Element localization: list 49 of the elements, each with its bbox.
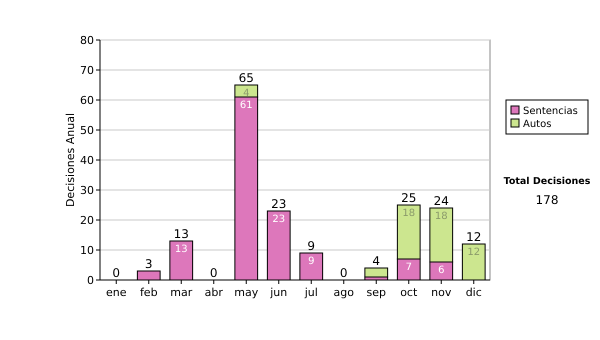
data-label: 4 (243, 88, 250, 99)
x-tick-label: may (234, 286, 259, 299)
bar (364, 268, 388, 278)
y-tick-label: 40 (80, 154, 94, 167)
data-label: 7 (406, 262, 412, 273)
x-tick-label: oct (400, 286, 418, 299)
x-tick-label: mar (170, 286, 193, 299)
y-tick-label: 50 (80, 124, 94, 137)
x-tick-label: jun (269, 286, 288, 299)
x-tick-label: ago (334, 286, 354, 299)
total-label: 13 (174, 227, 189, 241)
text: Total Decisiones (504, 176, 591, 187)
x-tick-label: jul (304, 286, 318, 299)
data-label: 12 (467, 247, 480, 258)
total-label: 9 (307, 239, 316, 253)
data-label: 23 (272, 214, 286, 225)
y-tick-label: 70 (80, 64, 94, 77)
x-tick-label: feb (140, 286, 158, 299)
legend-label: Autos (523, 119, 552, 130)
y-tick-label: 0 (87, 274, 94, 287)
total-label: 3 (144, 257, 153, 271)
y-tick-label: 60 (80, 94, 94, 107)
total-label: 24 (434, 194, 449, 208)
total-label: 25 (401, 191, 416, 205)
x-tick-label: dic (466, 286, 482, 299)
total-label: 4 (372, 254, 380, 268)
total-label: 0 (340, 266, 348, 280)
data-label: 13 (174, 244, 188, 255)
x-tick-label: sep (366, 286, 386, 299)
data-label: 9 (308, 256, 314, 267)
data-label: 18 (434, 211, 448, 222)
y-tick-label: 20 (80, 214, 94, 227)
text: 178 (536, 193, 558, 207)
total-label: 0 (210, 266, 218, 280)
x-tick-label: nov (431, 286, 452, 299)
y-tick-label: 80 (80, 34, 94, 47)
total-label: 65 (238, 71, 254, 85)
y-tick-label: 30 (80, 184, 94, 197)
y-tick-label: 10 (80, 244, 94, 257)
data-label: 18 (402, 208, 416, 219)
x-tick-label: abr (204, 286, 224, 299)
data-label: 61 (240, 100, 253, 111)
data-label: 6 (438, 265, 444, 276)
legend-label: Sentencias (523, 106, 578, 117)
total-label: 12 (466, 230, 482, 244)
total-label: 0 (112, 266, 120, 280)
y-axis-title: Decisiones Anual (64, 112, 77, 208)
x-tick-label: ene (106, 286, 127, 299)
total-label: 23 (271, 197, 286, 211)
